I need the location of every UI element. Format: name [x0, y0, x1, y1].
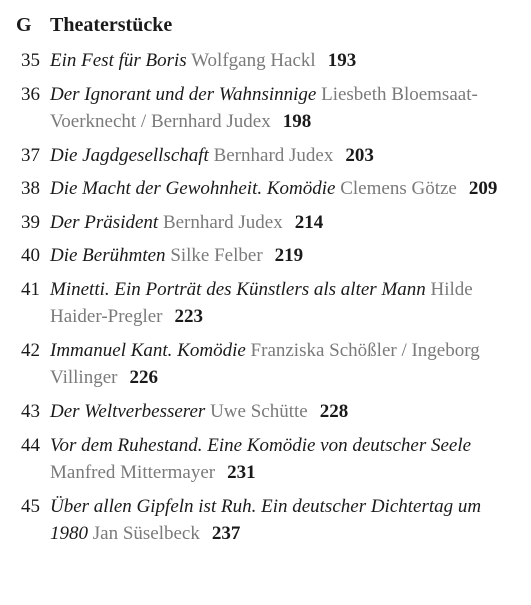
toc-entry: 43Der Weltverbesserer Uwe Schütte 228 — [12, 398, 511, 426]
entry-title: Der Weltverbesserer — [50, 401, 205, 422]
entry-author: Silke Felber — [170, 245, 262, 266]
toc-entry: 38Die Macht der Gewohnheit. Komödie Clem… — [12, 175, 511, 203]
entry-title: Der Ignorant und der Wahnsinnige — [50, 84, 316, 105]
entry-number: 45 — [12, 493, 50, 521]
entry-title: Vor dem Ruhestand. Eine Komödie von deut… — [50, 435, 471, 456]
entry-number: 38 — [12, 175, 50, 203]
toc-entry: 42Immanuel Kant. Komödie Franziska Schöß… — [12, 337, 511, 392]
entry-content: Die Macht der Gewohnheit. Komödie Clemen… — [50, 175, 511, 203]
entry-content: Der Weltverbesserer Uwe Schütte 228 — [50, 398, 511, 426]
entry-title: Die Jagdgesellschaft — [50, 145, 209, 166]
toc-entry: 35Ein Fest für Boris Wolfgang Hackl 193 — [12, 47, 511, 75]
toc-entry: 41Minetti. Ein Porträt des Künstlers als… — [12, 276, 511, 331]
entry-author: Bernhard Judex — [214, 145, 334, 166]
toc-entry: 39Der Präsident Bernhard Judex 214 — [12, 209, 511, 237]
entry-content: Die Berühmten Silke Felber 219 — [50, 242, 511, 270]
toc-entry: 45Über allen Gipfeln ist Ruh. Ein deutsc… — [12, 493, 511, 548]
entry-page: 198 — [283, 111, 312, 132]
entry-author: Uwe Schütte — [210, 401, 308, 422]
entry-page: 209 — [469, 178, 498, 199]
entry-page: 223 — [175, 306, 204, 327]
entry-content: Ein Fest für Boris Wolfgang Hackl 193 — [50, 47, 511, 75]
entry-author: Bernhard Judex — [163, 212, 283, 233]
entry-number: 43 — [12, 398, 50, 426]
toc-entries: 35Ein Fest für Boris Wolfgang Hackl 193 36… — [12, 47, 511, 548]
entry-page: 193 — [328, 50, 357, 71]
entry-author: Manfred Mittermayer — [50, 462, 215, 483]
section-header: G Theaterstücke — [12, 14, 511, 37]
entry-content: Immanuel Kant. Komödie Franziska Schößle… — [50, 337, 511, 392]
toc-entry: 44Vor dem Ruhestand. Eine Komödie von de… — [12, 432, 511, 487]
entry-number: 36 — [12, 81, 50, 109]
entry-page: 237 — [212, 523, 241, 544]
entry-content: Der Präsident Bernhard Judex 214 — [50, 209, 511, 237]
entry-number: 42 — [12, 337, 50, 365]
entry-author: Clemens Götze — [340, 178, 457, 199]
entry-title: Die Berühmten — [50, 245, 166, 266]
section-title: Theaterstücke — [50, 14, 511, 37]
entry-title: Minetti. Ein Porträt des Künstlers als a… — [50, 279, 426, 300]
entry-number: 41 — [12, 276, 50, 304]
entry-number: 40 — [12, 242, 50, 270]
entry-content: Die Jagdgesellschaft Bernhard Judex 203 — [50, 142, 511, 170]
entry-content: Über allen Gipfeln ist Ruh. Ein deutsche… — [50, 493, 511, 548]
entry-content: Vor dem Ruhestand. Eine Komödie von deut… — [50, 432, 511, 487]
entry-author: Jan Süselbeck — [93, 523, 200, 544]
entry-number: 39 — [12, 209, 50, 237]
entry-content: Der Ignorant und der Wahnsinnige Liesbet… — [50, 81, 511, 136]
entry-page: 214 — [295, 212, 324, 233]
entry-title: Der Präsident — [50, 212, 158, 233]
entry-page: 231 — [227, 462, 256, 483]
entry-title: Ein Fest für Boris — [50, 50, 187, 71]
entry-page: 203 — [345, 145, 374, 166]
entry-author: Wolfgang Hackl — [191, 50, 316, 71]
entry-number: 35 — [12, 47, 50, 75]
entry-number: 44 — [12, 432, 50, 460]
entry-content: Minetti. Ein Porträt des Künstlers als a… — [50, 276, 511, 331]
entry-page: 219 — [275, 245, 304, 266]
section-letter: G — [12, 14, 50, 37]
toc-entry: 40Die Berühmten Silke Felber 219 — [12, 242, 511, 270]
entry-title: Immanuel Kant. Komödie — [50, 340, 246, 361]
toc-entry: 36Der Ignorant und der Wahnsinnige Liesb… — [12, 81, 511, 136]
entry-page: 226 — [129, 367, 158, 388]
entry-number: 37 — [12, 142, 50, 170]
entry-title: Die Macht der Gewohnheit. Komödie — [50, 178, 335, 199]
toc-entry: 37Die Jagdgesellschaft Bernhard Judex 203 — [12, 142, 511, 170]
entry-page: 228 — [320, 401, 349, 422]
